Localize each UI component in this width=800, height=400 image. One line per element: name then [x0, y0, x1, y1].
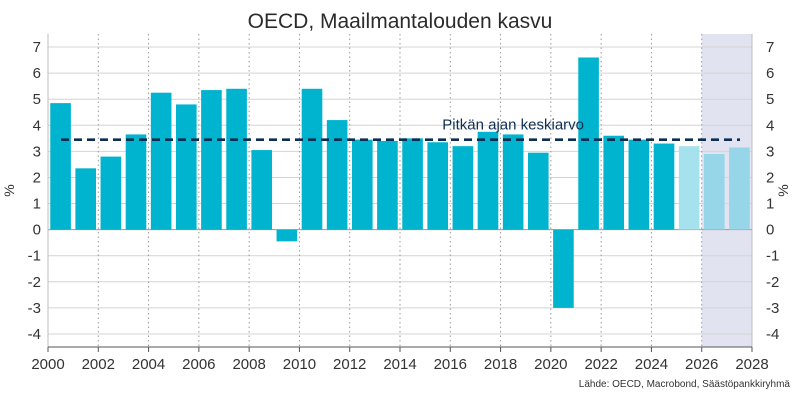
bar-2017 — [477, 131, 499, 230]
y-tick-label-right: 4 — [766, 117, 774, 134]
bar-2025 — [678, 146, 700, 230]
y-tick-label-right: 0 — [766, 222, 774, 239]
bar-2020 — [553, 229, 574, 308]
x-tick-label: 2006 — [182, 356, 215, 373]
reference-line-label: Pitkän ajan keskiarvo — [442, 117, 584, 134]
bar-2003 — [125, 134, 147, 230]
bar-2014 — [402, 138, 423, 230]
x-tick-label: 2014 — [383, 356, 416, 373]
y-tick-label-left: 2 — [33, 169, 41, 186]
bar-2018 — [502, 134, 524, 230]
y-tick-label-right: 7 — [766, 39, 774, 56]
y-tick-label-left: 4 — [33, 117, 41, 134]
source-note: Lähde: OECD, Macrobond, Säästöpankkiryhm… — [579, 379, 791, 390]
y-tick-label-left: -3 — [28, 300, 41, 317]
x-tick-label: 2026 — [685, 356, 718, 373]
bar-2013 — [377, 140, 398, 230]
y-tick-label-left: -4 — [28, 326, 41, 343]
y-tick-label-right: 2 — [766, 169, 774, 186]
y-tick-label-right: 3 — [766, 143, 774, 160]
x-tick-label: 2016 — [434, 356, 467, 373]
y-tick-label-left: -2 — [28, 274, 41, 291]
y-tick-label-right: 5 — [766, 91, 774, 108]
x-tick-label: 2012 — [333, 356, 366, 373]
bar-2024 — [653, 143, 675, 230]
y-tick-label-left: 0 — [33, 222, 41, 239]
bar-2006 — [201, 90, 222, 230]
bar-2016 — [452, 146, 474, 230]
bar-2007 — [226, 88, 247, 230]
bar-2009 — [276, 229, 298, 242]
x-tick-label: 2000 — [31, 356, 64, 373]
y-tick-label-left: 3 — [33, 143, 41, 160]
y-tick-label-right: -4 — [766, 326, 779, 343]
axis-layer: -4 -4 -3 -3 -2 -2 -1 -1 0 0 1 1 2 2 3 3 4 4 5 5 6 6 7 7 2000 2002… — [28, 34, 779, 373]
bar-2021 — [578, 57, 599, 230]
y-tick-label-right: 6 — [766, 65, 774, 82]
y-tick-label-left: 6 — [33, 65, 41, 82]
bar-2004 — [150, 92, 172, 230]
x-tick-label: 2018 — [484, 356, 517, 373]
bars-layer — [50, 57, 750, 308]
x-tick-label: 2024 — [635, 356, 668, 373]
y-axis-label-left: % — [1, 184, 17, 196]
x-tick-label: 2020 — [534, 356, 567, 373]
y-tick-label-left: 1 — [33, 196, 41, 213]
bar-2001 — [75, 168, 97, 230]
x-tick-label: 2022 — [584, 356, 617, 373]
x-tick-label: 2010 — [283, 356, 316, 373]
bar-2005 — [175, 104, 197, 230]
x-tick-label: 2008 — [232, 356, 265, 373]
bar-2012 — [351, 139, 373, 230]
y-axis-label-right: % — [775, 184, 791, 196]
bar-2027 — [729, 147, 750, 230]
y-tick-label-left: 5 — [33, 91, 41, 108]
chart-title: OECD, Maailmantalouden kasvu — [248, 10, 553, 33]
x-tick-label: 2004 — [132, 356, 165, 373]
bar-2022 — [603, 135, 625, 230]
bar-2008 — [251, 150, 273, 230]
x-tick-label: 2028 — [735, 356, 768, 373]
y-tick-label-right: -3 — [766, 300, 779, 317]
y-tick-label-right: 1 — [766, 196, 774, 213]
bar-2026 — [703, 153, 725, 230]
bar-2010 — [301, 88, 323, 230]
y-tick-label-right: -1 — [766, 248, 779, 265]
bar-2002 — [100, 156, 122, 230]
y-tick-label-left: -1 — [28, 248, 41, 265]
bar-2015 — [427, 142, 449, 230]
y-tick-label-right: -2 — [766, 274, 779, 291]
y-tick-label-left: 7 — [33, 39, 41, 56]
x-tick-label: 2002 — [82, 356, 115, 373]
bar-2011 — [326, 120, 348, 230]
bar-2000 — [50, 103, 71, 230]
bar-2019 — [527, 152, 549, 230]
bar-2023 — [628, 139, 650, 230]
